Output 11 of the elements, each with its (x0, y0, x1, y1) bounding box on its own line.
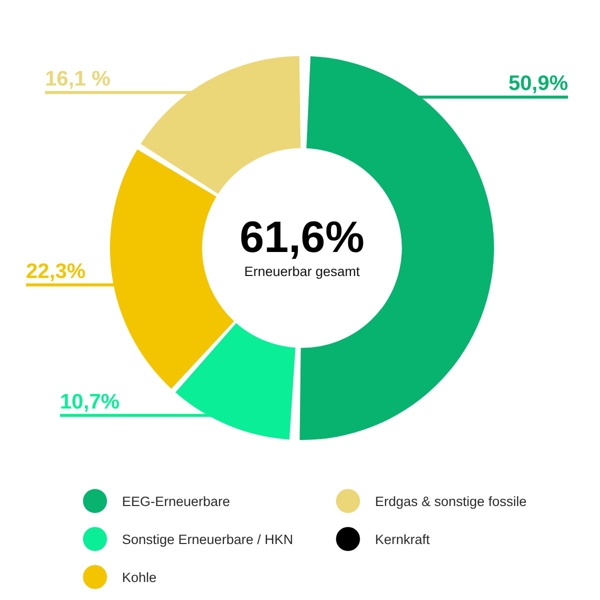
legend-label: Kernkraft (375, 532, 430, 546)
data-label: 10,7% (60, 390, 120, 414)
legend-label: Sonstige Erneuerbare / HKN (122, 532, 294, 546)
data-label: 16,1 % (45, 68, 111, 90)
legend-label: EEG-Erneuerbare (122, 494, 230, 508)
text: 61,6% (240, 213, 364, 262)
data-label: 22,3% (26, 260, 86, 283)
legend-label: Kohle (122, 570, 157, 584)
legend-label: Erdgas & sonstige fossile (375, 494, 527, 508)
text: Erneuerbar gesamt (244, 264, 360, 279)
data-label: 50,9% (508, 72, 568, 96)
